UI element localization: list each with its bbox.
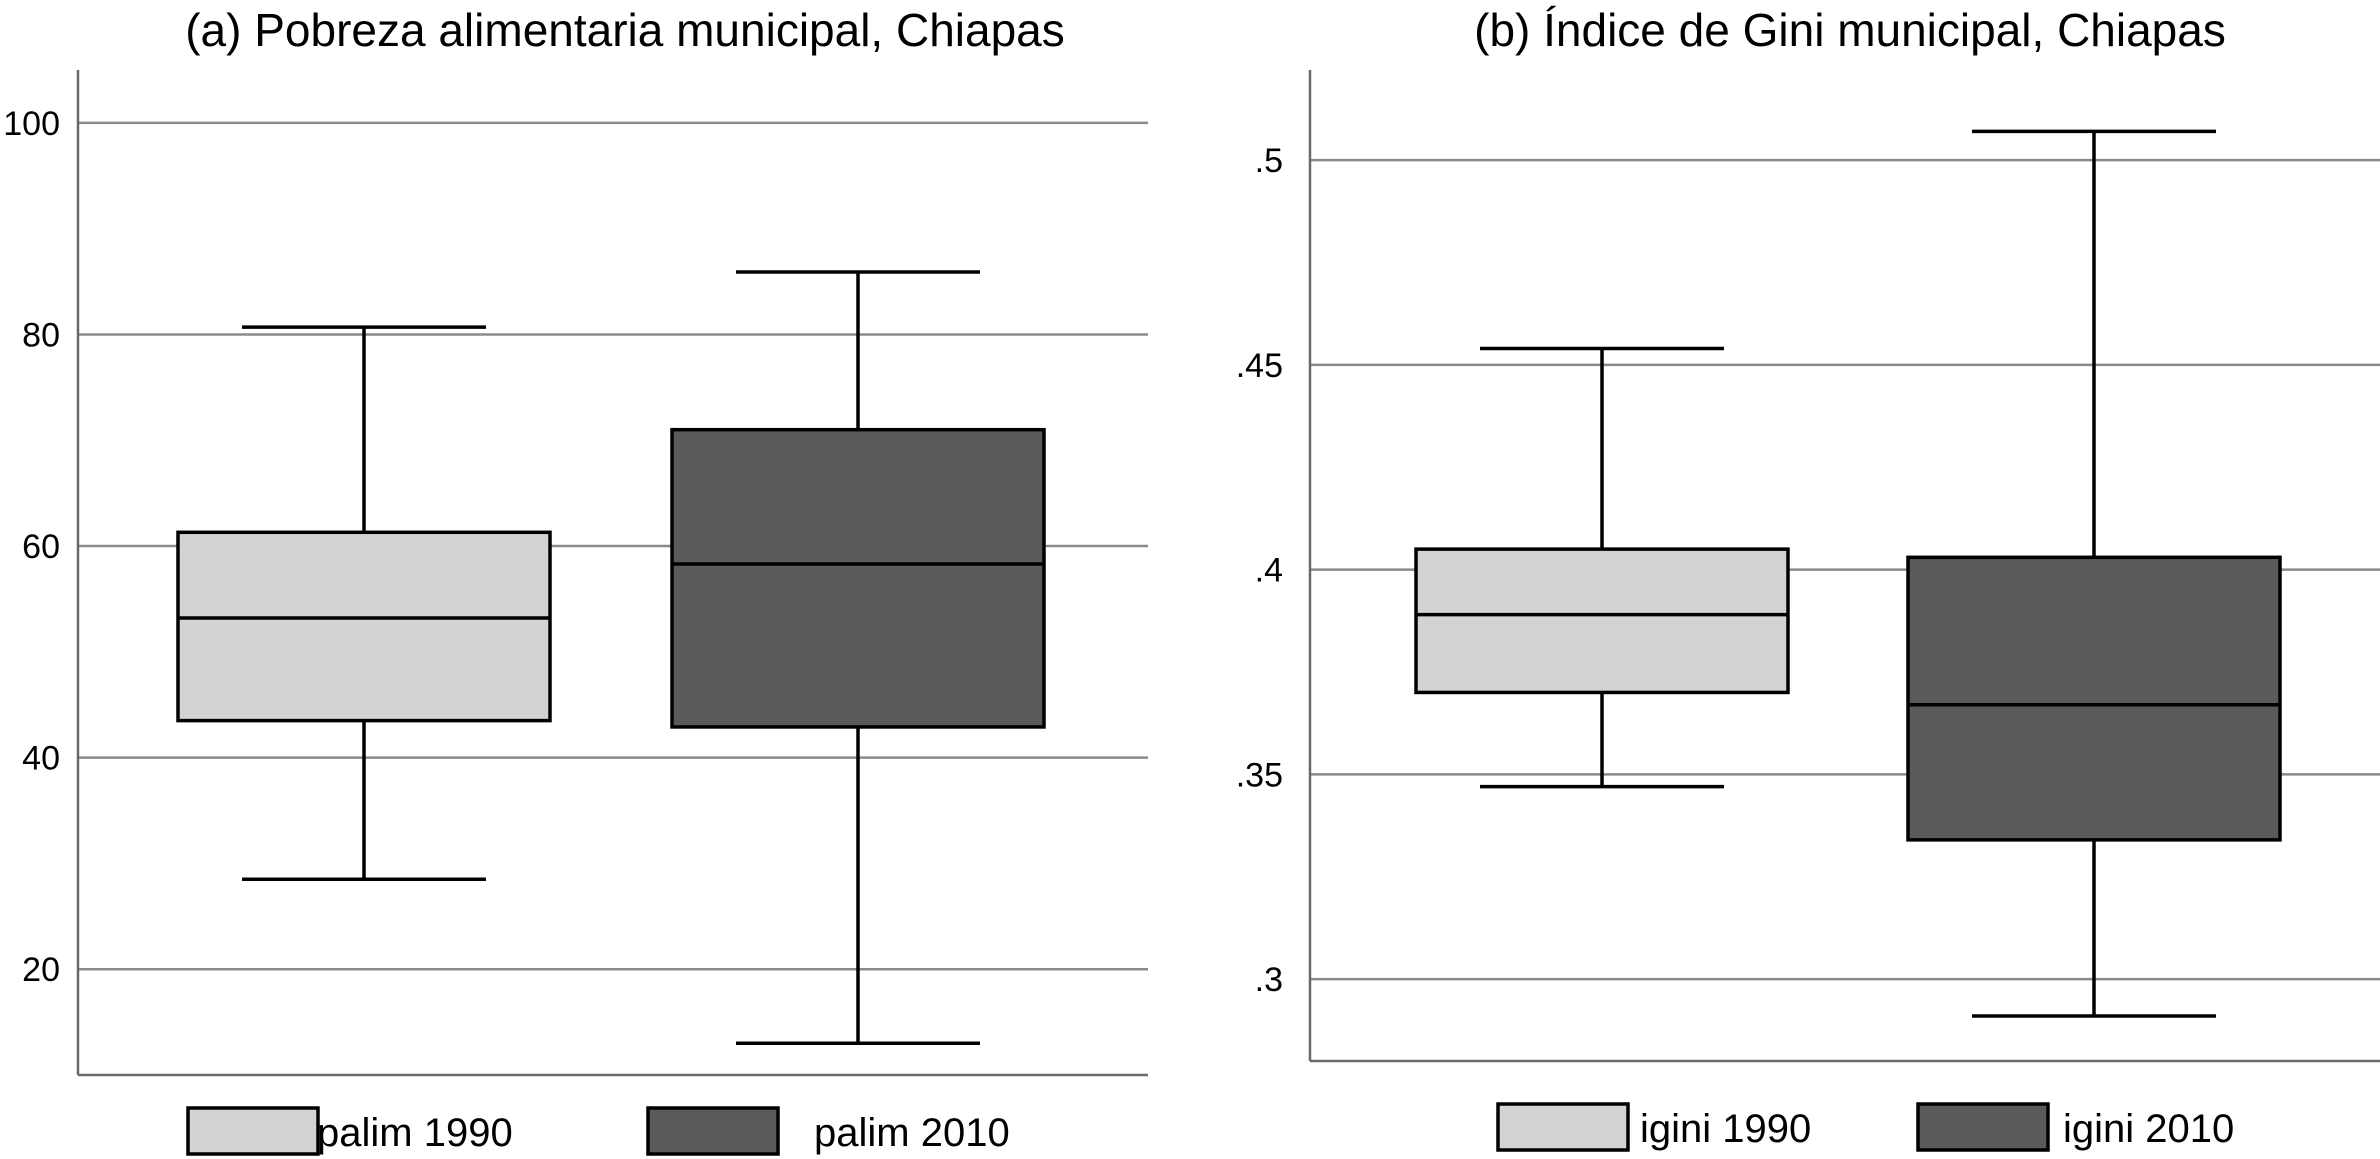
chart-panel-a: (a) Pobreza alimentaria municipal, Chiap… [3, 4, 1148, 1156]
box-igini-1990 [1414, 346, 1790, 789]
box-palim-1990 [176, 325, 552, 882]
iqr-box [176, 530, 552, 723]
iqr-box [1906, 555, 2282, 842]
y-tick-label: .35 [1236, 756, 1283, 794]
y-tick-label: .4 [1255, 552, 1283, 590]
y-tick-label: 80 [22, 316, 60, 354]
legend-swatch [186, 1106, 320, 1156]
iqr-box [670, 427, 1046, 729]
y-tick-label: 40 [22, 740, 60, 778]
y-tick-label: .45 [1236, 347, 1283, 385]
y-tick-label: 20 [22, 951, 60, 989]
y-tick-label: .5 [1255, 142, 1283, 180]
legend-swatch [646, 1106, 780, 1156]
box-palim-2010 [670, 270, 1046, 1046]
legend-label: igini 2010 [2063, 1107, 2234, 1151]
y-tick-label: .3 [1255, 961, 1283, 999]
legend-label: igini 1990 [1640, 1107, 1811, 1151]
legend-swatch [1496, 1102, 1630, 1152]
y-tick-label: 60 [22, 528, 60, 566]
chart-panel-b: (b) Índice de Gini municipal, Chiapas .3… [1236, 4, 2380, 1152]
y-tick-label: 100 [3, 105, 60, 143]
box-igini-2010 [1906, 129, 2282, 1018]
legend-label: palim 1990 [317, 1111, 513, 1155]
legend-label: palim 2010 [814, 1111, 1010, 1155]
legend-swatch [1916, 1102, 2050, 1152]
iqr-box [1414, 547, 1790, 695]
chart-a-title: (a) Pobreza alimentaria municipal, Chiap… [185, 4, 1065, 56]
chart-b-title: (b) Índice de Gini municipal, Chiapas [1474, 4, 2226, 56]
